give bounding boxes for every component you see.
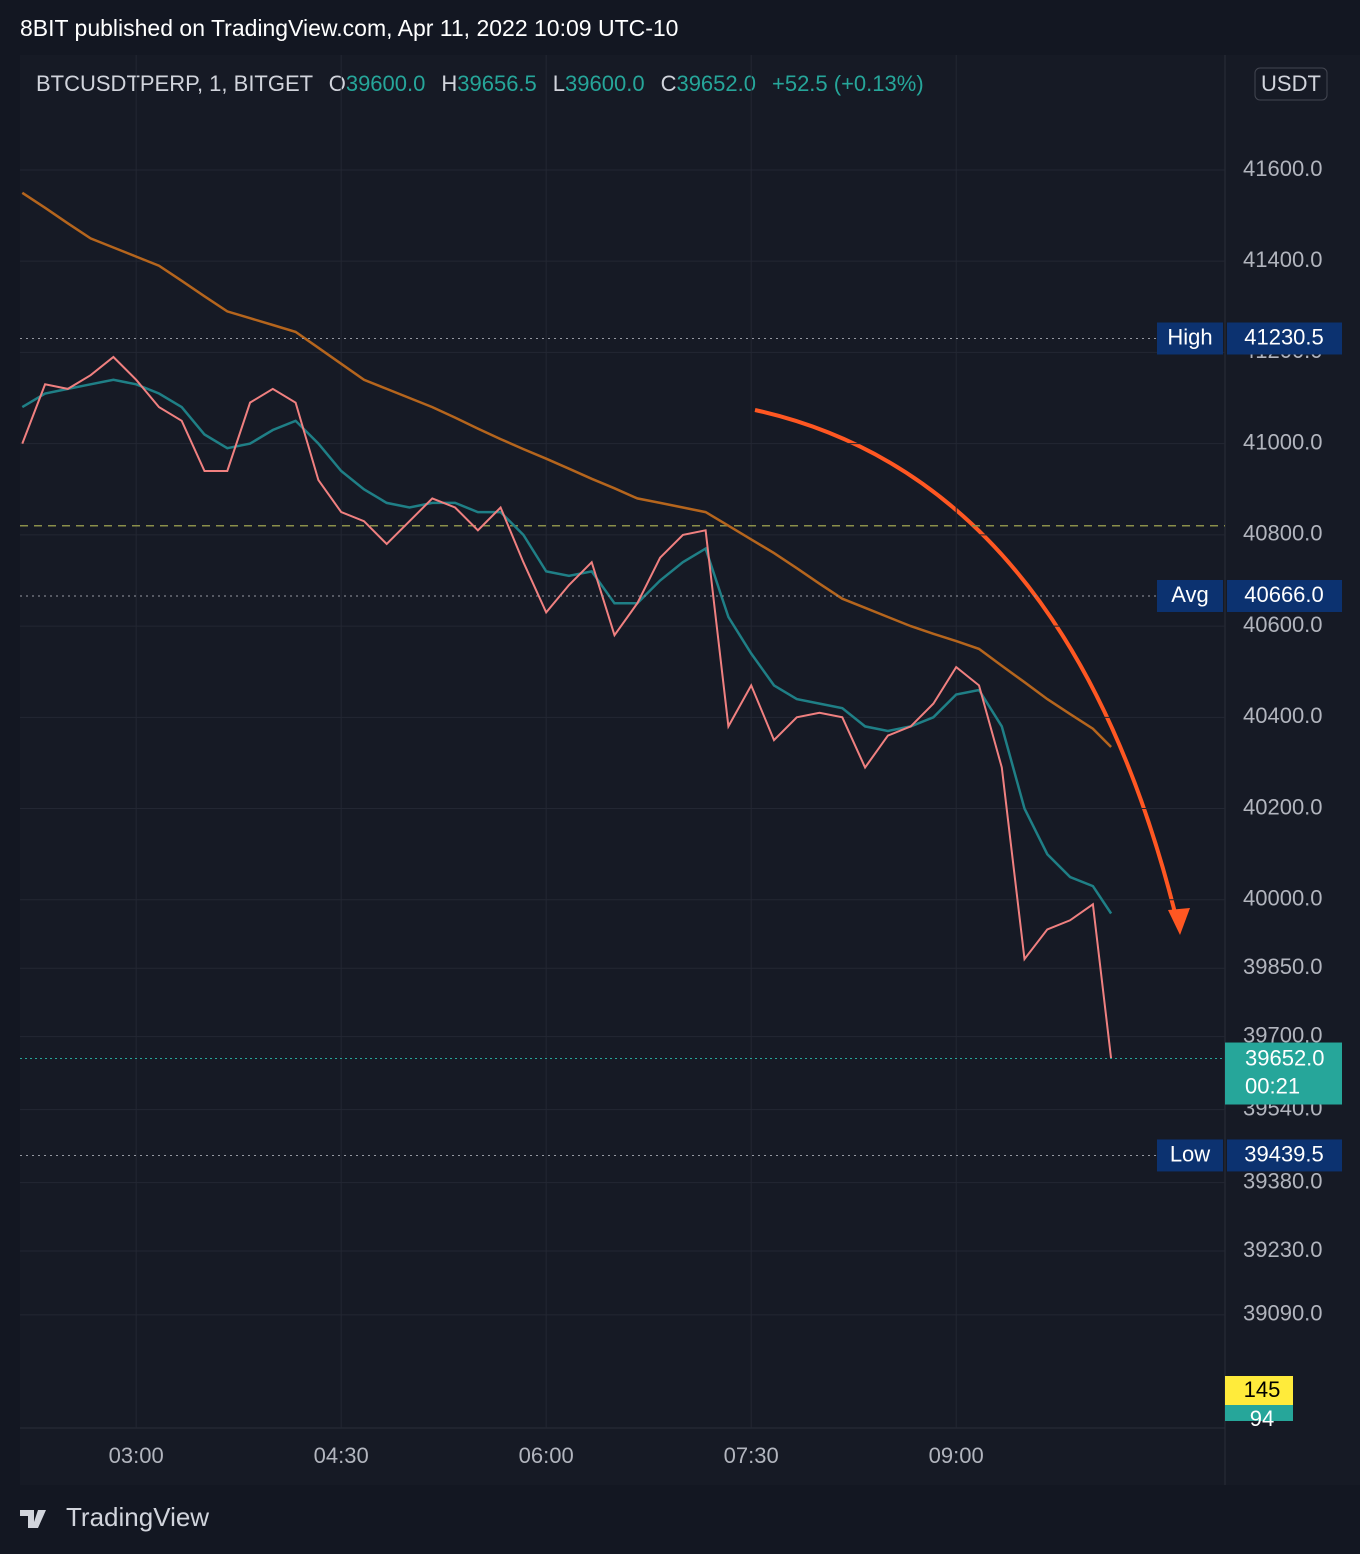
symbol: BTCUSDTPERP, 1, BITGET [36,71,313,96]
y-tick-label: 40400.0 [1243,703,1323,728]
y-tick-label: 39090.0 [1243,1301,1323,1326]
y-tick-label: 41000.0 [1243,429,1323,454]
field-key: C [661,71,677,96]
y-tick-label: 40600.0 [1243,612,1323,637]
field-value: 39652.0 [676,71,756,96]
legend: BTCUSDTPERP, 1, BITGET O39600.0 H39656.5 L3… [36,71,924,96]
field-value: 39656.5 [457,71,537,96]
field-value: 39600.0 [346,71,426,96]
y-tick-label: 41600.0 [1243,156,1323,181]
volume-label: 94 [1250,1406,1274,1431]
currency-badge[interactable] [1254,67,1328,101]
level-tag [1157,1139,1223,1172]
level-tag [1157,579,1223,612]
last-price: 39652.0 [1245,1045,1325,1070]
level-value: 41230.5 [1244,324,1324,349]
x-tick-label: 04:30 [314,1443,369,1468]
series-line [21,191,1112,748]
header: 8BIT published on TradingView.com, Apr 1… [20,15,678,41]
x-tick-label: 03:00 [109,1443,164,1468]
countdown: 00:21 [1245,1073,1300,1098]
volume-tag [1225,1376,1293,1406]
volume-label: 145 [1244,1377,1281,1402]
last-price-tag [1225,1042,1342,1105]
y-tick-label: 39230.0 [1243,1237,1323,1262]
level-value: 40666.0 [1244,582,1324,607]
y-tick-label: 40200.0 [1243,794,1323,819]
field-key: L [553,71,565,96]
field-key: H [441,71,457,96]
legend-text: BTCUSDTPERP, 1, BITGET O39600.0 H39656.5 L3… [36,71,924,96]
logo [20,1510,46,1528]
change: +52.5 (+0.13%) [772,71,924,96]
x-tick-label: 07:30 [724,1443,779,1468]
x-tick-label: 06:00 [519,1443,574,1468]
currency: USDT [1261,71,1321,96]
level-value-tag [1227,579,1342,612]
x-tick-label: 09:00 [929,1443,984,1468]
y-tick-label: 40800.0 [1243,521,1323,546]
level-tag [1157,322,1223,355]
y-tick-label: 40000.0 [1243,886,1323,911]
field-value: 39600.0 [565,71,645,96]
field-key: O [329,71,346,96]
level-label: Low [1170,1141,1210,1166]
level-value: 39439.5 [1244,1141,1324,1166]
series-line [21,355,1113,1059]
level-label: High [1167,324,1212,349]
arrow-head [1168,908,1190,935]
footer-brand: TradingView [66,1502,209,1532]
arrow [754,408,1180,926]
level-value-tag [1227,1139,1342,1172]
y-tick-label: 41400.0 [1243,247,1323,272]
level-label: Avg [1171,582,1209,607]
volume-tag [1225,1405,1293,1421]
y-tick-label: 39380.0 [1243,1168,1323,1193]
plot-area [20,55,1360,1485]
y-tick-label: 39850.0 [1243,954,1323,979]
level-value-tag [1227,322,1342,355]
series-line [21,378,1113,915]
